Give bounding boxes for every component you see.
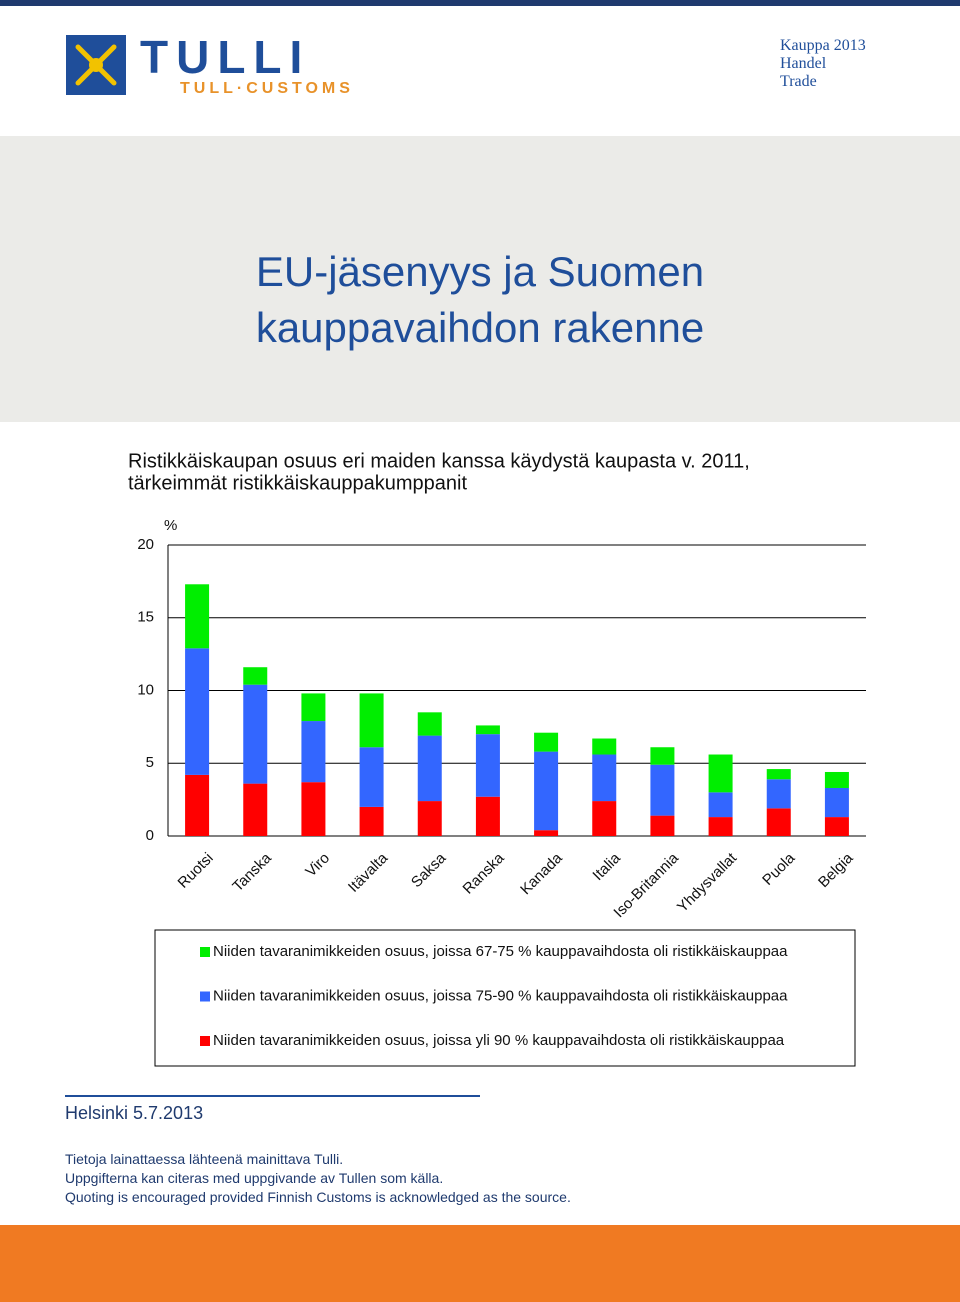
y-tick-label: 5 [146, 754, 154, 771]
bar-segment [243, 667, 268, 685]
x-tick-label: Tanska [229, 849, 275, 895]
bar-segment [417, 801, 442, 836]
bar-segment [708, 817, 733, 836]
bar-segment [534, 732, 559, 752]
brand-sub: TULL·CUSTOMS [180, 80, 354, 97]
bar-segment [301, 782, 326, 836]
bar-segment [708, 754, 733, 793]
chart: Ristikkäiskaupan osuus eri maiden kanssa… [128, 450, 866, 1067]
x-tick-label: Belgia [815, 849, 857, 891]
bar-segment [301, 721, 326, 783]
footer-rule [65, 1095, 480, 1097]
note: Uppgifterna kan citeras med uppgivande a… [65, 1170, 444, 1186]
edition-line: Trade [780, 73, 817, 90]
banner [0, 136, 960, 422]
bar-segment [534, 751, 559, 831]
x-tick-label: Ranska [460, 849, 508, 897]
bar-segment [592, 738, 617, 755]
bar-segment [185, 774, 210, 836]
x-tick-label: Kanada [517, 849, 566, 898]
bar-segment [475, 725, 500, 735]
x-tick-label: Viro [302, 850, 333, 881]
bar-segment [824, 787, 849, 818]
legend-swatch [200, 1036, 210, 1046]
edition-line: Handel [780, 55, 827, 72]
bar-segment [650, 815, 675, 836]
bar-segment [417, 712, 442, 736]
chart-title: tärkeimmät ristikkäiskauppakumppanit [128, 472, 467, 494]
bar-segment [243, 783, 268, 836]
legend-box [154, 929, 856, 1067]
logo-emblem [75, 44, 117, 86]
title-line: EU-jäsenyys ja Suomen [255, 248, 705, 295]
place-date: Helsinki 5.7.2013 [65, 1103, 204, 1123]
bar-segment [475, 796, 500, 836]
bar-segment [592, 801, 617, 836]
bar-segment [359, 806, 384, 836]
note: Quoting is encouraged provided Finnish C… [65, 1189, 571, 1205]
logo [66, 35, 126, 95]
y-axis-label: % [164, 517, 177, 534]
x-tick-label: Puola [759, 849, 799, 889]
bar-segment [650, 764, 675, 816]
note: Tietoja lainattaessa lähteenä mainittava… [65, 1151, 344, 1167]
y-tick-label: 15 [137, 609, 154, 626]
y-tick-label: 10 [137, 681, 154, 698]
notes: Tietoja lainattaessa lähteenä mainittava… [65, 1150, 571, 1207]
legend-label: Niiden tavaranimikkeiden osuus, joissa y… [213, 1032, 785, 1049]
legend-swatch [200, 947, 210, 957]
edition: Kauppa 2013 Handel Trade [780, 37, 866, 91]
x-tick-label: Saksa [408, 849, 450, 891]
bar-segment [243, 684, 268, 784]
bar-segment [766, 769, 791, 780]
y-tick-label: 0 [146, 827, 154, 844]
x-tick-label: Italia [589, 849, 624, 884]
title: EU-jäsenyys ja Suomen kauppavaihdon rake… [0, 244, 960, 356]
bar-segment [185, 584, 210, 649]
bottom-bar [0, 1225, 960, 1302]
bar-segment [185, 648, 210, 775]
chart-title: Ristikkäiskaupan osuus eri maiden kanssa… [128, 450, 750, 472]
bar-segment [766, 779, 791, 809]
edition-line: Kauppa 2013 [780, 37, 866, 54]
x-tick-label: Ruotsi [175, 850, 217, 892]
bar-segment [766, 808, 791, 836]
bar-segment [824, 771, 849, 788]
legend-swatch [200, 991, 210, 1002]
bar-segment [301, 693, 326, 722]
bar-segment [417, 735, 442, 802]
bar-segment [650, 747, 675, 765]
bar-segment [475, 734, 500, 797]
bar-segment [592, 754, 617, 802]
bar-segment [824, 817, 849, 836]
legend-label: Niiden tavaranimikkeiden osuus, joissa 6… [213, 943, 788, 960]
x-tick-label: Itävalta [345, 849, 392, 896]
x-tick-label: Yhdysvallat [674, 849, 741, 916]
brand: TULLI [140, 31, 311, 83]
bar-segment [359, 747, 384, 807]
title-line: kauppavaihdon rakenne [255, 304, 705, 351]
bar-segment [359, 693, 384, 748]
y-tick-label: 20 [137, 536, 154, 553]
top-bar [0, 0, 960, 6]
bar-segment [534, 830, 559, 836]
bar-segment [708, 792, 733, 818]
legend-label: Niiden tavaranimikkeiden osuus, joissa 7… [213, 987, 788, 1004]
